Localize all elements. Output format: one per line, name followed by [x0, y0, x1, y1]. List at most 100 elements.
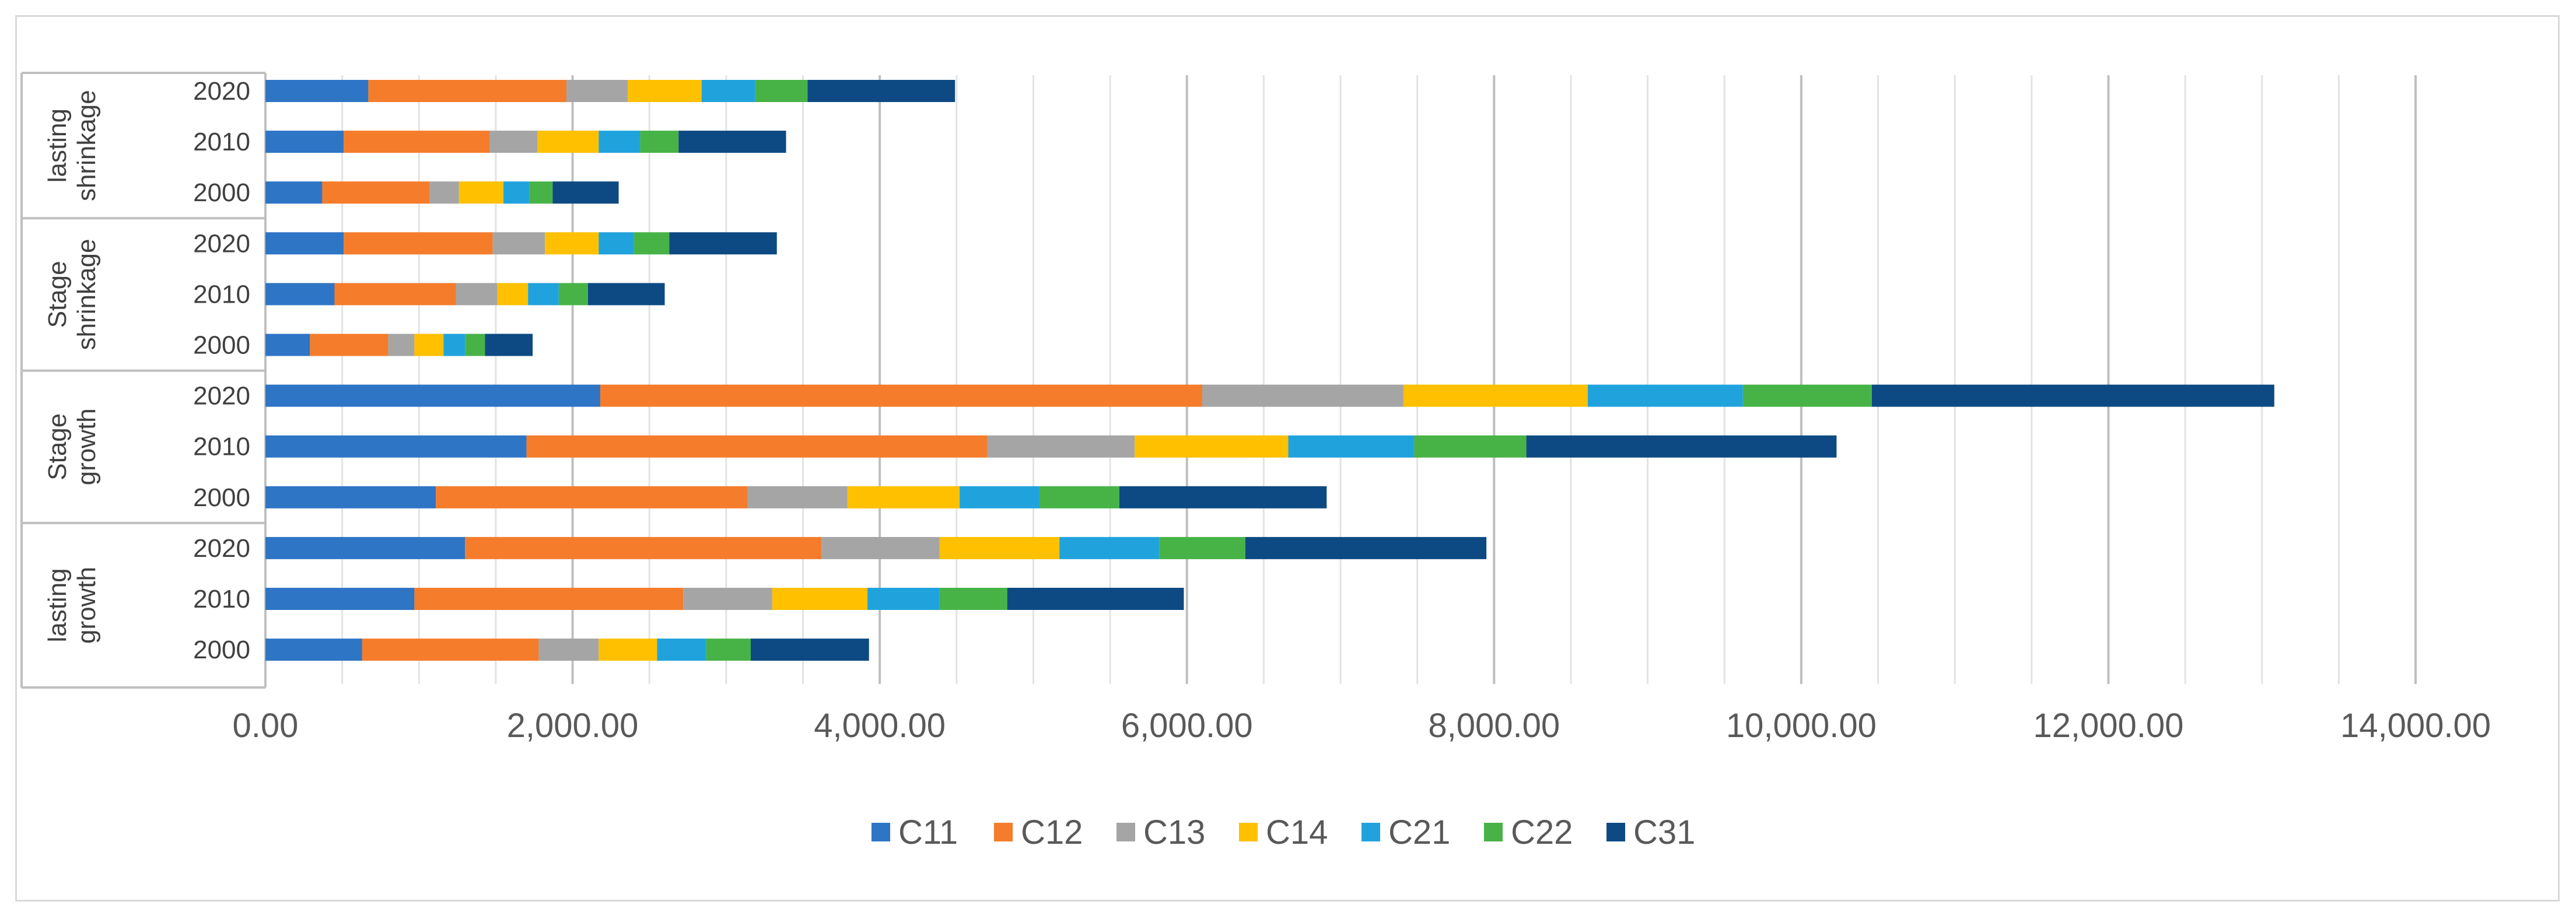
grid-lines [341, 75, 2417, 684]
group-label: lastinggrowth [43, 567, 101, 644]
year-label: 2000 [193, 331, 250, 360]
bar-segment-c12 [322, 181, 430, 204]
x-tick-label: 14,000.00 [2340, 707, 2491, 745]
bar-segment-c11 [265, 588, 415, 610]
bar-segment-c31 [552, 181, 619, 204]
year-label: 2010 [193, 585, 250, 613]
bar-segment-c13 [489, 131, 538, 153]
bar-segment-c12 [344, 131, 490, 153]
bar-segment-c11 [265, 80, 369, 102]
bar-segment-c31 [1007, 588, 1184, 610]
bar-segment-c21 [657, 639, 706, 661]
x-axis-ticks: 0.00 2,000.00 4,000.00 6,000.00 8,000.00 10,0… [233, 707, 2491, 745]
group-label: Stageshrinkage [43, 239, 101, 350]
bar-segment-c14 [497, 283, 528, 306]
bar-segment-c11 [265, 232, 344, 255]
legend-swatch-c31 [1606, 823, 1625, 841]
year-label: 2000 [193, 636, 250, 664]
bar-segment-c11 [265, 334, 310, 356]
bar-segment-c12 [600, 384, 1203, 407]
bar-segment-c13 [538, 639, 599, 661]
legend-swatch-c21 [1362, 823, 1380, 841]
legend-label: C14 [1266, 813, 1328, 851]
bar-segment-c21 [598, 131, 640, 153]
bar-segment-c21 [503, 181, 530, 204]
legend-label: C31 [1633, 813, 1695, 851]
bar-segment-c22 [1159, 536, 1245, 559]
bar-segment-c31 [1526, 435, 1837, 458]
legend-swatch-c22 [1484, 823, 1503, 841]
bar-segment-c14 [537, 131, 599, 153]
year-label: 2020 [193, 382, 250, 411]
x-tick-label: 0.00 [233, 707, 299, 745]
bar-segment-c21 [1587, 384, 1743, 407]
bar-segment-c31 [587, 283, 665, 306]
bar-segment-c11 [265, 131, 344, 153]
bar-segment-c21 [1059, 536, 1160, 559]
bar-segment-c22 [634, 232, 670, 255]
year-label: 2020 [193, 534, 250, 563]
bar-segment-c12 [310, 334, 388, 356]
legend-label: C22 [1511, 813, 1573, 851]
bar-segment-c13 [456, 283, 498, 306]
bar-segment-c11 [265, 283, 335, 306]
legend-label: C11 [898, 813, 958, 851]
bar-segment-c13 [429, 181, 459, 204]
year-label: 2000 [193, 178, 250, 207]
bar-segment-c21 [528, 283, 559, 306]
year-label: 2020 [193, 229, 250, 258]
bar-segment-c21 [867, 588, 940, 610]
stacked-bar-chart: lastingshrinkage Stageshrinkage Stagegrowt… [20, 72, 2491, 851]
bar-segment-c22 [558, 283, 588, 306]
bar-segment-c22 [529, 181, 553, 204]
x-tick-label: 10,000.00 [1726, 707, 1877, 745]
bar-segment-c21 [1288, 435, 1415, 458]
bar-segment-c13 [566, 80, 628, 102]
bar-segment-c22 [640, 131, 679, 153]
bar-segment-c22 [1039, 486, 1119, 508]
bar-segment-c14 [772, 588, 868, 610]
bar-segment-c11 [265, 536, 466, 559]
year-label: 2010 [193, 128, 250, 156]
x-tick-label: 8,000.00 [1428, 707, 1560, 745]
bar-segment-c12 [526, 435, 988, 458]
bar-segment-c11 [265, 639, 362, 661]
legend-swatch-c14 [1239, 823, 1258, 841]
bar-segment-c22 [1742, 384, 1872, 407]
bar-segment-c14 [939, 536, 1060, 559]
bar-segment-c13 [987, 435, 1135, 458]
bar-segment-c13 [492, 232, 545, 255]
year-label: 2000 [193, 483, 250, 512]
category-axis: lastingshrinkage Stageshrinkage Stagegrowt… [20, 72, 267, 689]
bar-segment-c14 [1403, 384, 1588, 407]
bar-segment-c14 [628, 80, 702, 102]
bar-segment-c31 [1871, 384, 2274, 407]
bar-segment-c12 [465, 536, 822, 559]
bar-segment-c12 [362, 639, 539, 661]
legend-label: C13 [1143, 813, 1205, 851]
group-label: Stagegrowth [43, 408, 101, 485]
year-label: 2010 [193, 280, 250, 308]
bar-segment-c11 [265, 384, 600, 407]
bar-segment-c12 [344, 232, 493, 255]
bar-segment-c14 [545, 232, 599, 255]
bar-segment-c22 [755, 80, 808, 102]
chart-frame: lastingshrinkage Stageshrinkage Stagegrowt… [15, 15, 2560, 902]
bar-segment-c11 [265, 435, 527, 458]
legend-label: C12 [1021, 813, 1083, 851]
bar-segment-c13 [1202, 384, 1404, 407]
bar-segment-c31 [750, 639, 869, 661]
bar-segment-c13 [821, 536, 940, 559]
x-tick-label: 4,000.00 [814, 707, 946, 745]
x-tick-label: 12,000.00 [2033, 707, 2183, 745]
bar-segment-c14 [847, 486, 960, 508]
bar-segment-c22 [465, 334, 485, 356]
bar-segment-c11 [265, 486, 436, 508]
bar-segment-c14 [459, 181, 504, 204]
legend-swatch-c12 [994, 823, 1013, 841]
year-label: 2010 [193, 433, 250, 461]
legend-label: C21 [1388, 813, 1450, 851]
bar-segment-c31 [1119, 486, 1327, 508]
group-label: lastingshrinkage [43, 90, 101, 201]
bar-segment-c12 [436, 486, 748, 508]
